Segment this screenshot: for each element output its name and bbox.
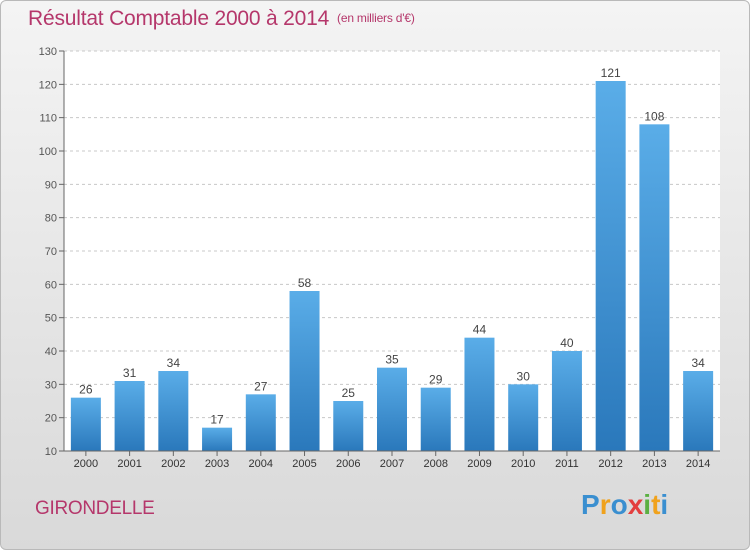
x-tick-label: 2008	[423, 458, 447, 470]
logo-letter: P	[581, 489, 600, 520]
logo-letter: t	[651, 489, 661, 520]
bar	[683, 371, 714, 451]
y-tick-label: 80	[45, 213, 57, 225]
y-tick-label: 100	[39, 146, 57, 158]
bar-value-label: 31	[123, 366, 137, 380]
bar	[551, 351, 582, 451]
x-tick-label: 2000	[74, 458, 98, 470]
bar-value-label: 44	[473, 323, 487, 337]
bar	[420, 387, 451, 451]
bar	[114, 381, 145, 451]
y-tick-label: 50	[45, 313, 57, 325]
bar	[508, 384, 539, 451]
x-tick-label: 2011	[555, 458, 579, 470]
y-tick-label: 60	[45, 279, 57, 291]
chart-subtitle: (en milliers d'€)	[337, 11, 415, 25]
bar-value-label: 34	[167, 356, 181, 370]
x-tick-label: 2009	[467, 458, 491, 470]
bar-value-label: 25	[342, 386, 356, 400]
bar-value-label: 121	[601, 66, 621, 80]
title-text: Résultat Comptable 2000 à 2014	[28, 7, 330, 30]
bar-value-label: 40	[560, 336, 574, 350]
bar	[595, 81, 626, 451]
x-tick-label: 2014	[686, 458, 710, 470]
bar	[70, 397, 101, 451]
y-tick-label: 70	[45, 246, 57, 258]
x-tick-label: 2013	[642, 458, 666, 470]
bar-value-label: 26	[79, 383, 93, 397]
bar-value-label: 29	[429, 373, 443, 387]
bar	[202, 427, 233, 451]
x-tick-label: 2001	[117, 458, 141, 470]
y-tick-label: 90	[45, 179, 57, 191]
bar	[333, 401, 364, 451]
x-tick-label: 2012	[598, 458, 622, 470]
y-tick-label: 110	[39, 113, 57, 125]
bar	[377, 367, 407, 451]
bar	[289, 291, 320, 451]
commune-name: GIRONDELLE	[35, 498, 155, 519]
y-tick-label: 40	[45, 346, 57, 358]
bar-value-label: 108	[644, 109, 664, 123]
logo-letter: i	[643, 489, 652, 520]
bar-value-label: 35	[385, 353, 399, 367]
x-tick-label: 2003	[205, 458, 229, 470]
y-tick-label: 10	[45, 446, 57, 458]
x-tick-label: 2010	[511, 458, 535, 470]
bar-value-label: 58	[298, 276, 312, 290]
bar	[639, 124, 670, 451]
y-tick-label: 130	[39, 46, 57, 58]
bar-value-label: 34	[691, 356, 705, 370]
x-tick-label: 2002	[161, 458, 185, 470]
proxiti-logo: Proxiti	[581, 489, 668, 521]
y-tick-label: 30	[45, 379, 57, 391]
bar-value-label: 17	[210, 413, 224, 427]
bar-value-label: 27	[254, 379, 268, 393]
bar	[245, 394, 276, 451]
x-tick-label: 2007	[380, 458, 404, 470]
logo-letter: o	[610, 489, 628, 520]
bar	[464, 337, 495, 451]
logo-letter: x	[627, 489, 644, 520]
logo-letter: i	[660, 489, 669, 520]
logo-letter: r	[599, 489, 611, 520]
x-tick-label: 2005	[292, 458, 316, 470]
x-tick-label: 2004	[249, 458, 273, 470]
bar-value-label: 30	[517, 369, 531, 383]
chart-title: Résultat Comptable 2000 à 2014 (en millie…	[28, 7, 415, 31]
x-tick-label: 2006	[336, 458, 360, 470]
y-tick-label: 20	[45, 413, 57, 425]
y-tick-label: 120	[39, 79, 57, 91]
bar	[158, 371, 189, 451]
